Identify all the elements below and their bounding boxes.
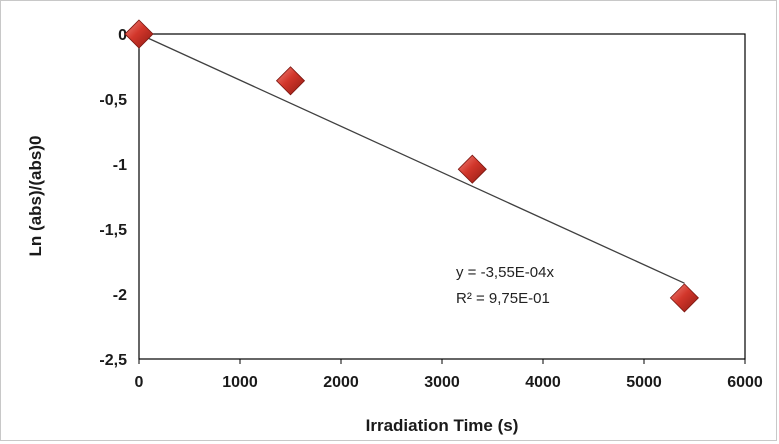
x-tick-label: 6000 bbox=[727, 374, 763, 391]
x-tick-label: 0 bbox=[135, 374, 144, 391]
x-tick-label: 3000 bbox=[424, 374, 460, 391]
y-tick-label: -1,5 bbox=[99, 222, 127, 239]
data-point bbox=[457, 154, 487, 184]
x-tick-label: 1000 bbox=[222, 374, 258, 391]
y-axis-ticks: 0 -0,5 -1 -1,5 -2 -2,5 bbox=[99, 27, 127, 369]
r-squared-label: R² = 9,75E-01 bbox=[456, 290, 550, 307]
x-tick-label: 4000 bbox=[525, 374, 561, 391]
data-point bbox=[275, 66, 306, 96]
trendline bbox=[138, 33, 685, 284]
y-tick-label: -2 bbox=[113, 287, 127, 304]
data-point bbox=[124, 19, 154, 49]
y-tick-label: -0,5 bbox=[99, 92, 127, 109]
plot-area bbox=[138, 33, 746, 360]
y-tick-label: -2,5 bbox=[99, 352, 127, 369]
y-tick-label: -1 bbox=[113, 157, 127, 174]
x-axis-title: Irradiation Time (s) bbox=[366, 416, 519, 435]
data-points bbox=[124, 19, 699, 313]
equation-label: y = -3,55E-04x bbox=[456, 264, 554, 281]
y-tick-label: 0 bbox=[118, 27, 127, 44]
x-tick-label: 5000 bbox=[626, 374, 662, 391]
x-tick-label: 2000 bbox=[323, 374, 359, 391]
data-point bbox=[669, 283, 699, 313]
x-axis-ticks: 0 1000 2000 3000 4000 5000 6000 bbox=[135, 359, 763, 391]
y-axis-title: Ln (abs)/(abs)0 bbox=[26, 136, 45, 257]
